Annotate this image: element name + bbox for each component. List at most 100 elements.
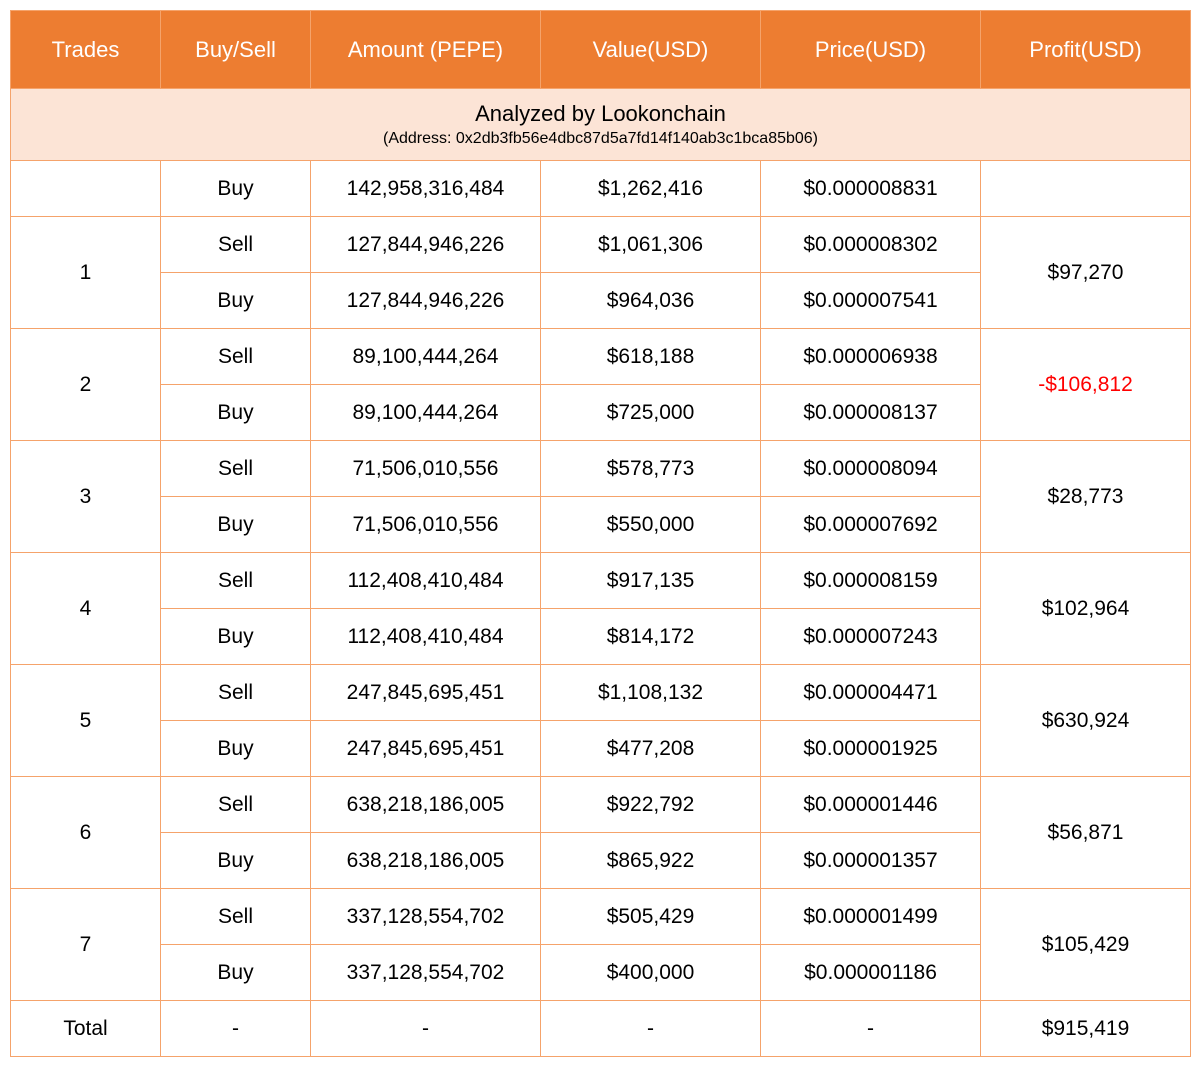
cell-trade-id: 5 — [11, 665, 161, 777]
cell-price: $0.000006938 — [761, 329, 981, 385]
cell-price: $0.000008159 — [761, 553, 981, 609]
cell-price: $0.000001925 — [761, 721, 981, 777]
trade-row-sell: 6Sell638,218,186,005$922,792$0.000001446… — [11, 777, 1191, 833]
cell-amount: 71,506,010,556 — [311, 441, 541, 497]
cell-value: $814,172 — [541, 609, 761, 665]
cell-price: $0.000001499 — [761, 889, 981, 945]
cell-value: $917,135 — [541, 553, 761, 609]
cell-value: $505,429 — [541, 889, 761, 945]
trade-row-sell: 3Sell71,506,010,556$578,773$0.000008094$… — [11, 441, 1191, 497]
cell-price: $0.000007243 — [761, 609, 981, 665]
banner-cell: Analyzed by Lookonchain (Address: 0x2db3… — [11, 89, 1191, 161]
banner-row: Analyzed by Lookonchain (Address: 0x2db3… — [11, 89, 1191, 161]
cell-trade-id: 2 — [11, 329, 161, 441]
cell-trades — [11, 161, 161, 217]
cell-profit: $630,924 — [981, 665, 1191, 777]
cell-buysell: Sell — [161, 441, 311, 497]
cell-value: $477,208 — [541, 721, 761, 777]
cell-price: $0.000007692 — [761, 497, 981, 553]
cell-value: $618,188 — [541, 329, 761, 385]
trade-row-sell: 7Sell337,128,554,702$505,429$0.000001499… — [11, 889, 1191, 945]
cell-value: $400,000 — [541, 945, 761, 1001]
cell-amount: 127,844,946,226 — [311, 273, 541, 329]
cell-amount: 638,218,186,005 — [311, 777, 541, 833]
cell-price: $0.000004471 — [761, 665, 981, 721]
cell-buysell: Buy — [161, 497, 311, 553]
banner-subtitle: (Address: 0x2db3fb56e4dbc87d5a7fd14f140a… — [11, 130, 1190, 148]
cell-dash: - — [541, 1001, 761, 1057]
cell-buysell: Sell — [161, 553, 311, 609]
cell-profit: $102,964 — [981, 553, 1191, 665]
cell-value: $1,108,132 — [541, 665, 761, 721]
cell-buysell: Buy — [161, 721, 311, 777]
cell-value: $578,773 — [541, 441, 761, 497]
cell-price: $0.000008094 — [761, 441, 981, 497]
col-header-trades: Trades — [11, 11, 161, 89]
cell-trade-id: 3 — [11, 441, 161, 553]
col-header-price: Price(USD) — [761, 11, 981, 89]
table-header-row: Trades Buy/Sell Amount (PEPE) Value(USD)… — [11, 11, 1191, 89]
col-header-profit: Profit(USD) — [981, 11, 1191, 89]
cell-amount: 142,958,316,484 — [311, 161, 541, 217]
cell-trade-id: 4 — [11, 553, 161, 665]
cell-amount: 89,100,444,264 — [311, 329, 541, 385]
trade-row-sell: 2Sell89,100,444,264$618,188$0.000006938-… — [11, 329, 1191, 385]
total-row: Total----$915,419 — [11, 1001, 1191, 1057]
cell-profit: $97,270 — [981, 217, 1191, 329]
cell-trade-id: 6 — [11, 777, 161, 889]
cell-trade-id: 1 — [11, 217, 161, 329]
col-header-buy-sell: Buy/Sell — [161, 11, 311, 89]
table-body: Analyzed by Lookonchain (Address: 0x2db3… — [11, 89, 1191, 1057]
cell-price: $0.000008302 — [761, 217, 981, 273]
col-header-value: Value(USD) — [541, 11, 761, 89]
cell-profit: $56,871 — [981, 777, 1191, 889]
cell-amount: 247,845,695,451 — [311, 721, 541, 777]
cell-buysell: Sell — [161, 777, 311, 833]
cell-amount: 638,218,186,005 — [311, 833, 541, 889]
trade-row-sell: 4Sell112,408,410,484$917,135$0.000008159… — [11, 553, 1191, 609]
cell-amount: 337,128,554,702 — [311, 889, 541, 945]
cell-buysell: Buy — [161, 833, 311, 889]
trade-row-sell: 1Sell127,844,946,226$1,061,306$0.0000083… — [11, 217, 1191, 273]
cell-total-label: Total — [11, 1001, 161, 1057]
initial-buy-row: Buy 142,958,316,484 $1,262,416 $0.000008… — [11, 161, 1191, 217]
cell-value: $1,061,306 — [541, 217, 761, 273]
cell-dash: - — [761, 1001, 981, 1057]
cell-amount: 112,408,410,484 — [311, 553, 541, 609]
cell-value: $922,792 — [541, 777, 761, 833]
cell-price: $0.000008831 — [761, 161, 981, 217]
cell-buysell: Sell — [161, 665, 311, 721]
trade-row-sell: 5Sell247,845,695,451$1,108,132$0.0000044… — [11, 665, 1191, 721]
cell-value: $865,922 — [541, 833, 761, 889]
col-header-amount: Amount (PEPE) — [311, 11, 541, 89]
banner-title: Analyzed by Lookonchain — [11, 101, 1190, 127]
cell-value: $964,036 — [541, 273, 761, 329]
cell-buysell: Sell — [161, 329, 311, 385]
cell-value: $550,000 — [541, 497, 761, 553]
cell-value: $1,262,416 — [541, 161, 761, 217]
cell-amount: 127,844,946,226 — [311, 217, 541, 273]
trades-table: Trades Buy/Sell Amount (PEPE) Value(USD)… — [10, 10, 1191, 1057]
cell-buysell: Buy — [161, 161, 311, 217]
cell-amount: 89,100,444,264 — [311, 385, 541, 441]
cell-buysell: Buy — [161, 609, 311, 665]
cell-price: $0.000001357 — [761, 833, 981, 889]
cell-price: $0.000001446 — [761, 777, 981, 833]
cell-price: $0.000001186 — [761, 945, 981, 1001]
cell-buysell: Buy — [161, 385, 311, 441]
cell-trade-id: 7 — [11, 889, 161, 1001]
cell-profit: $28,773 — [981, 441, 1191, 553]
cell-buysell: Buy — [161, 945, 311, 1001]
cell-profit: $105,429 — [981, 889, 1191, 1001]
cell-buysell: Sell — [161, 889, 311, 945]
cell-total-profit: $915,419 — [981, 1001, 1191, 1057]
cell-value: $725,000 — [541, 385, 761, 441]
cell-dash: - — [161, 1001, 311, 1057]
cell-amount: 112,408,410,484 — [311, 609, 541, 665]
cell-price: $0.000007541 — [761, 273, 981, 329]
cell-buysell: Buy — [161, 273, 311, 329]
cell-profit: -$106,812 — [981, 329, 1191, 441]
cell-amount: 247,845,695,451 — [311, 665, 541, 721]
cell-dash: - — [311, 1001, 541, 1057]
cell-buysell: Sell — [161, 217, 311, 273]
